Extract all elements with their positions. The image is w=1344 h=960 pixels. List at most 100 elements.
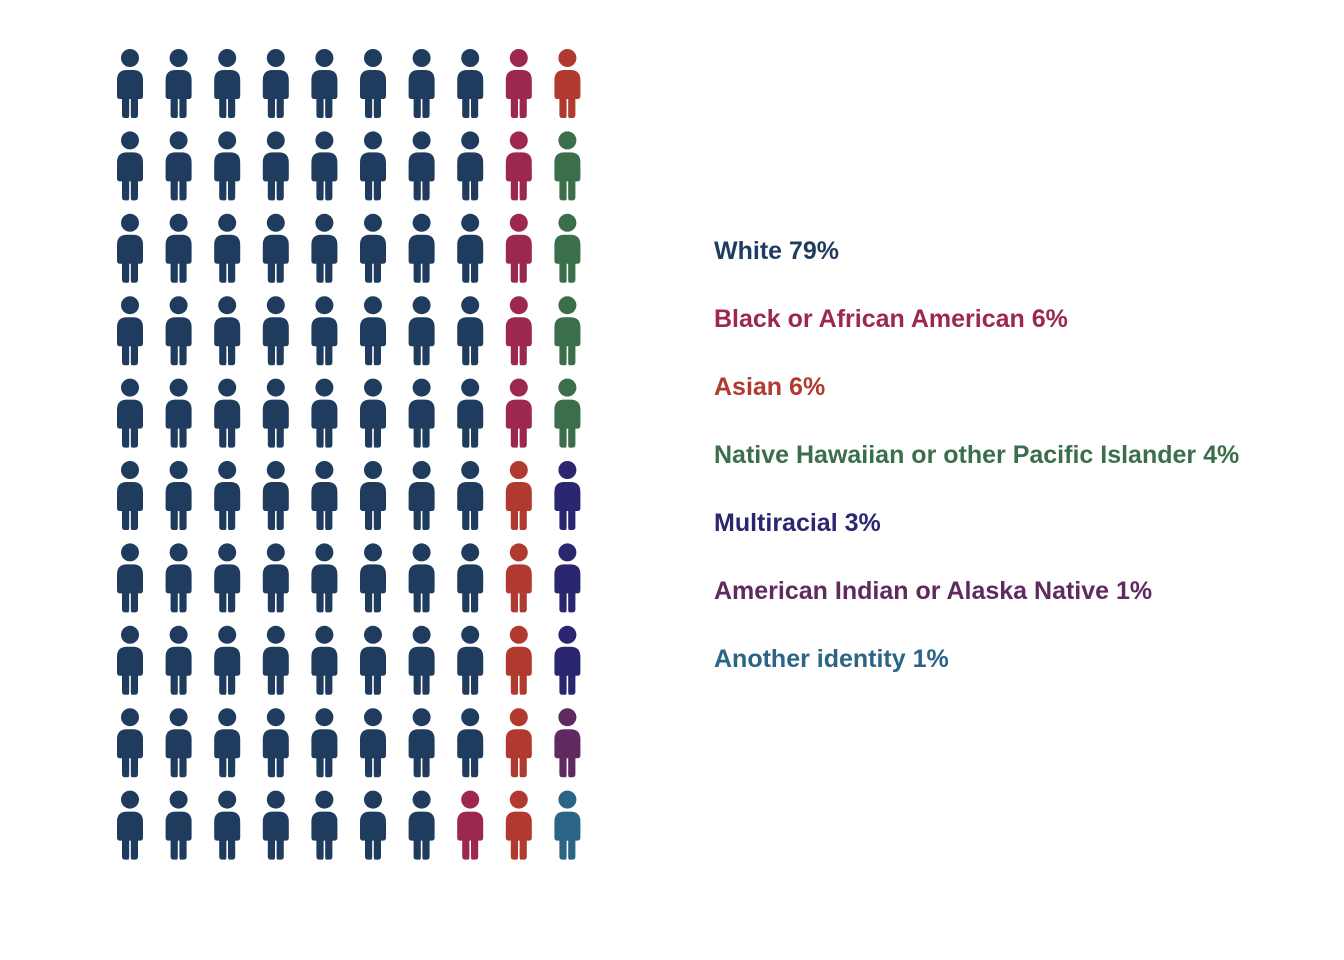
person-icon [165, 625, 192, 695]
person-icon [117, 378, 143, 448]
person-icon [360, 378, 386, 448]
person-icon [117, 213, 143, 283]
person-icon [360, 708, 386, 778]
person-icon [505, 625, 532, 695]
person-icon [554, 625, 581, 695]
person-icon [505, 49, 532, 118]
person-icon [505, 790, 532, 860]
person-icon [408, 790, 435, 860]
person-icon [408, 296, 435, 366]
person-icon [457, 131, 484, 201]
person-icon [117, 461, 143, 530]
legend-value: 79% [789, 237, 839, 265]
person-icon [360, 461, 386, 530]
person-icon [408, 708, 435, 778]
legend-name: Multiracial [714, 509, 838, 537]
person-icon [554, 790, 581, 860]
person-icon [408, 131, 435, 201]
person-icon [554, 461, 581, 530]
person-icon [554, 708, 581, 778]
person-icon [408, 625, 435, 695]
legend-name: Black or African American [714, 305, 1025, 333]
person-icon [505, 543, 532, 613]
person-icon [408, 461, 435, 530]
legend-entry: American Indian or Alaska Native 1% [714, 577, 1152, 605]
person-icon [408, 378, 435, 448]
person-icon [214, 213, 241, 283]
person-icon [117, 131, 143, 201]
person-icon [360, 131, 386, 201]
person-icon [360, 543, 386, 613]
person-icon [165, 49, 192, 118]
person-icon [457, 625, 484, 695]
legend-name: Another identity [714, 645, 906, 673]
person-icon [505, 378, 532, 448]
legend-entry: Asian 6% [714, 373, 825, 401]
person-icon [214, 708, 241, 778]
person-icon [214, 543, 241, 613]
person-icon [262, 378, 289, 448]
person-icon [457, 708, 484, 778]
person-icon [262, 461, 289, 530]
person-icon [408, 49, 435, 118]
person-icon [311, 790, 338, 860]
person-icon [214, 625, 241, 695]
person-icon [311, 543, 338, 613]
person-icon [360, 296, 386, 366]
person-icon [262, 131, 289, 201]
legend-value: 1% [1116, 577, 1152, 605]
person-icon [262, 790, 289, 860]
person-icon [554, 378, 581, 448]
person-icon [117, 49, 143, 118]
person-icon [554, 296, 581, 366]
legend-name: White [714, 237, 782, 265]
person-icon [311, 625, 338, 695]
person-icon [505, 296, 532, 366]
legend-entry: Another identity 1% [714, 645, 949, 673]
person-icon [457, 461, 484, 530]
person-icon [457, 543, 484, 613]
person-icon [165, 708, 192, 778]
legend-name: Native Hawaiian or other Pacific Islande… [714, 441, 1196, 469]
person-icon [457, 49, 484, 118]
person-icon [165, 378, 192, 448]
person-icon [554, 49, 581, 118]
person-icon [505, 461, 532, 530]
person-icon [311, 131, 338, 201]
person-icon [360, 49, 386, 118]
person-icon [117, 625, 143, 695]
person-icon [262, 296, 289, 366]
person-icon [360, 213, 386, 283]
person-icon [214, 790, 241, 860]
person-icon [311, 378, 338, 448]
person-icon [457, 790, 484, 860]
person-icon [262, 213, 289, 283]
person-icon [214, 378, 241, 448]
person-icon [311, 49, 338, 118]
person-icon [505, 213, 532, 283]
person-icon [117, 296, 143, 366]
person-icon [262, 49, 289, 118]
person-icon [165, 790, 192, 860]
person-icon [165, 213, 192, 283]
legend-name: American Indian or Alaska Native [714, 577, 1109, 605]
person-icon [311, 213, 338, 283]
person-icon [117, 543, 143, 613]
person-icon [457, 213, 484, 283]
legend-value: 6% [1032, 305, 1068, 333]
person-icon [505, 708, 532, 778]
legend-entry: Black or African American 6% [714, 305, 1068, 333]
person-icon [214, 461, 241, 530]
person-icon [360, 625, 386, 695]
legend-name: Asian [714, 373, 782, 401]
person-icon [360, 790, 386, 860]
legend-value: 3% [845, 509, 881, 537]
person-icon [554, 543, 581, 613]
person-icon [311, 461, 338, 530]
person-icon [262, 708, 289, 778]
legend-value: 4% [1203, 441, 1239, 469]
person-icon [408, 213, 435, 283]
person-icon [214, 49, 241, 118]
